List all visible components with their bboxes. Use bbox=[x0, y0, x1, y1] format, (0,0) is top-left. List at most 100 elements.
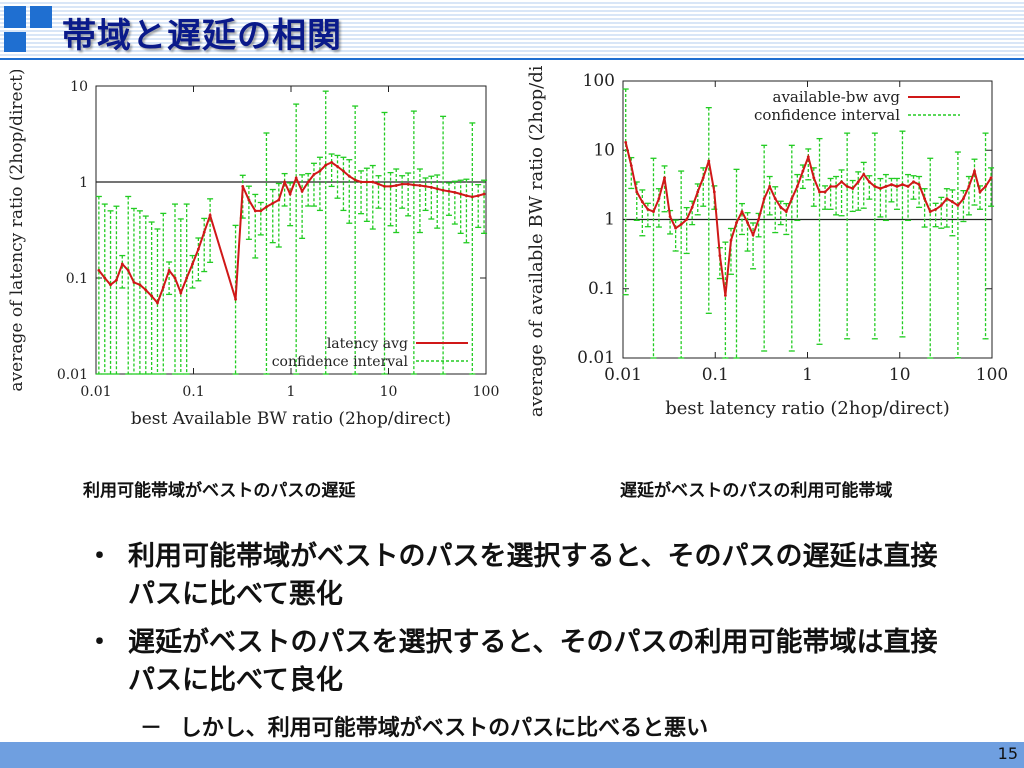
data-point bbox=[895, 185, 899, 188]
legend-label: latency avg bbox=[327, 336, 408, 352]
data-point bbox=[412, 183, 416, 187]
data-point bbox=[757, 218, 760, 221]
data-point bbox=[265, 205, 268, 209]
slide-title: 帯域と遅延の相関 bbox=[62, 16, 342, 56]
data-point bbox=[873, 185, 877, 188]
caption-right: 遅延がベストのパスの利用可能帯域 bbox=[620, 481, 893, 501]
title-bar bbox=[0, 0, 1024, 60]
data-point bbox=[300, 189, 304, 193]
data-point bbox=[306, 180, 310, 184]
data-point bbox=[812, 176, 816, 180]
data-point bbox=[103, 276, 107, 280]
data-point bbox=[371, 180, 375, 184]
data-point bbox=[773, 197, 777, 201]
data-point bbox=[718, 254, 722, 258]
x-axis-label: best Available BW ratio (2hop/direct) bbox=[131, 409, 451, 428]
data-point bbox=[342, 169, 345, 173]
data-point bbox=[668, 215, 672, 219]
data-point bbox=[459, 192, 463, 196]
data-point bbox=[696, 190, 700, 194]
data-point bbox=[906, 185, 910, 188]
data-point bbox=[867, 180, 871, 184]
data-point bbox=[312, 172, 316, 176]
legend-label: available-bw avg bbox=[773, 88, 901, 106]
data-point bbox=[441, 188, 445, 192]
data-point bbox=[674, 226, 678, 230]
data-point bbox=[679, 222, 683, 226]
data-point bbox=[950, 200, 954, 204]
data-point bbox=[779, 205, 783, 209]
data-point bbox=[740, 210, 744, 214]
data-point bbox=[394, 184, 398, 187]
data-point bbox=[447, 189, 451, 193]
data-point bbox=[120, 262, 124, 266]
sub-bullet-mark: － bbox=[140, 716, 163, 741]
data-point bbox=[150, 294, 154, 298]
data-point bbox=[967, 185, 971, 188]
data-point bbox=[482, 192, 486, 196]
y-axis-label: average of latency ratio (2hop/direct) bbox=[7, 70, 27, 392]
data-point bbox=[271, 201, 275, 205]
y-tick-label: 0.1 bbox=[66, 271, 88, 287]
bullet-2: ・ 遅延がベストのパスを選択すると、そのパスの利用可能帯域は直接パスに比べて良化 bbox=[86, 624, 966, 704]
x-tick-label: 0.1 bbox=[702, 365, 729, 385]
data-point bbox=[179, 291, 183, 295]
data-point bbox=[901, 183, 904, 186]
data-point bbox=[829, 185, 833, 188]
y-tick-label: 100 bbox=[583, 71, 615, 91]
data-point bbox=[435, 187, 439, 191]
data-point bbox=[377, 182, 380, 186]
data-point bbox=[939, 203, 943, 207]
data-point bbox=[635, 190, 639, 194]
data-point bbox=[253, 209, 257, 213]
data-point bbox=[851, 187, 855, 190]
data-point bbox=[956, 203, 960, 207]
data-point bbox=[690, 205, 694, 209]
data-point bbox=[109, 283, 112, 287]
logo-square-1 bbox=[4, 6, 26, 28]
data-point bbox=[735, 221, 738, 225]
data-point bbox=[912, 180, 915, 184]
data-point bbox=[801, 169, 805, 173]
data-point bbox=[336, 165, 339, 168]
x-tick-label: 0.01 bbox=[604, 365, 642, 385]
bullet-text: 遅延がベストのパスを選択すると、そのパスの利用可能帯域は直接パスに比べて良化 bbox=[128, 627, 938, 696]
data-point bbox=[476, 194, 480, 198]
latency-vs-bw-chart: 0.01 0.1 1 10 100 0.01 0.1 1 10 best Available BW… bbox=[0, 70, 500, 428]
data-point bbox=[470, 195, 474, 199]
data-point bbox=[144, 288, 148, 292]
data-point bbox=[984, 185, 987, 188]
data-point bbox=[701, 176, 705, 180]
data-point bbox=[890, 183, 893, 186]
plot-frame bbox=[95, 85, 487, 375]
data-point bbox=[973, 169, 976, 173]
data-point bbox=[723, 294, 727, 297]
data-point bbox=[318, 169, 322, 173]
data-point bbox=[663, 176, 666, 180]
data-point bbox=[383, 184, 386, 188]
data-point bbox=[288, 192, 292, 196]
data-point bbox=[712, 190, 716, 194]
data-point bbox=[923, 197, 927, 201]
sub-bullet: － しかし、利用可能帯域がベストのパスに比べると悪い bbox=[140, 710, 708, 742]
data-point bbox=[330, 161, 334, 164]
data-point bbox=[640, 200, 644, 204]
title-underline bbox=[0, 58, 1024, 60]
legend-label: confidence interval bbox=[754, 106, 900, 124]
data-point bbox=[418, 184, 422, 187]
x-tick-label: 10 bbox=[889, 365, 911, 385]
bw-vs-latency-chart: 0.01 0.1 1 10 100 0.01 0.1 1 10 100 best latency r… bbox=[516, 66, 1018, 424]
bullet-mark: ・ bbox=[86, 541, 113, 572]
y-axis-label: average of available BW ratio (2hop/dire… bbox=[526, 66, 547, 417]
data-point bbox=[429, 185, 433, 189]
data-point bbox=[191, 262, 194, 266]
data-point bbox=[707, 159, 711, 163]
y-tick-label: 10 bbox=[593, 140, 615, 160]
data-point bbox=[353, 178, 357, 182]
data-point bbox=[347, 174, 351, 178]
data-point bbox=[400, 182, 404, 186]
data-point bbox=[795, 185, 799, 188]
data-point bbox=[928, 210, 932, 214]
data-point bbox=[241, 184, 245, 188]
data-point bbox=[751, 233, 755, 237]
